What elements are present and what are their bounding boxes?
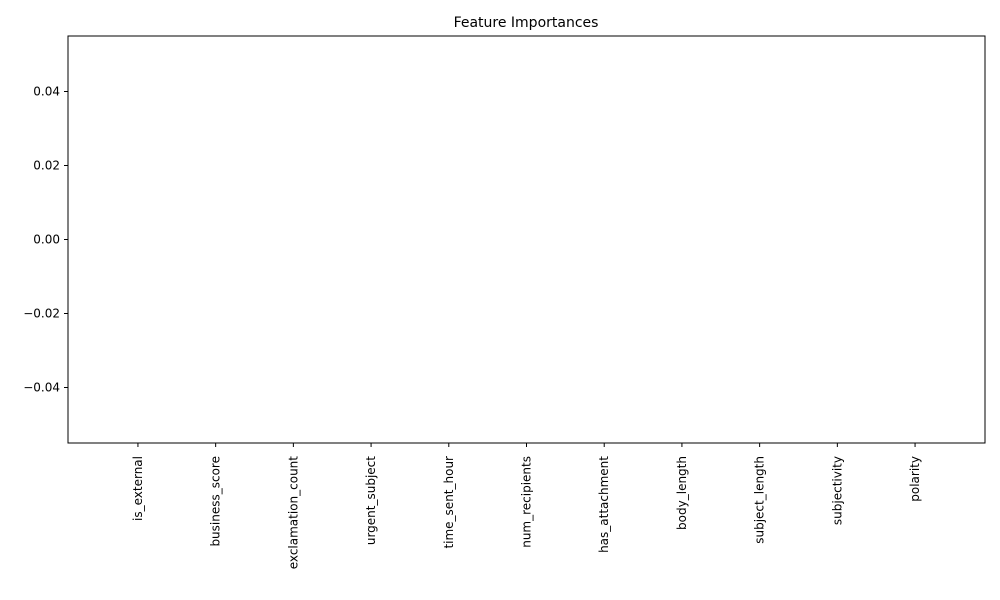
x-tick-label-polarity: polarity	[908, 456, 922, 502]
x-tick-label-is_external: is_external	[131, 456, 145, 521]
y-tick-label: 0.02	[33, 159, 60, 173]
y-tick-label: 0.00	[33, 233, 60, 247]
y-tick-label: 0.04	[33, 85, 60, 99]
chart-title: Feature Importances	[454, 15, 599, 31]
x-tick-label-subject_length: subject_length	[753, 456, 767, 544]
y-tick-label: −0.02	[23, 307, 60, 321]
x-tick-label-subjectivity: subjectivity	[830, 456, 844, 525]
x-tick-label-time_sent_hour: time_sent_hour	[442, 456, 456, 549]
x-tick-label-has_attachment: has_attachment	[597, 456, 611, 553]
x-tick-label-business_score: business_score	[209, 456, 223, 547]
x-tick-label-urgent_subject: urgent_subject	[364, 456, 378, 545]
x-axis-ticks: is_external business_score exclamation_cou…	[131, 443, 922, 569]
x-tick-label-exclamation_count: exclamation_count	[286, 456, 300, 570]
plot-frame	[67, 35, 986, 444]
y-tick-label: −0.04	[23, 381, 60, 395]
x-tick-label-num_recipients: num_recipients	[520, 456, 534, 548]
x-tick-label-body_length: body_length	[675, 456, 689, 530]
y-axis-ticks: 0.04 0.02 0.00 −0.02 −0.04	[23, 85, 68, 395]
